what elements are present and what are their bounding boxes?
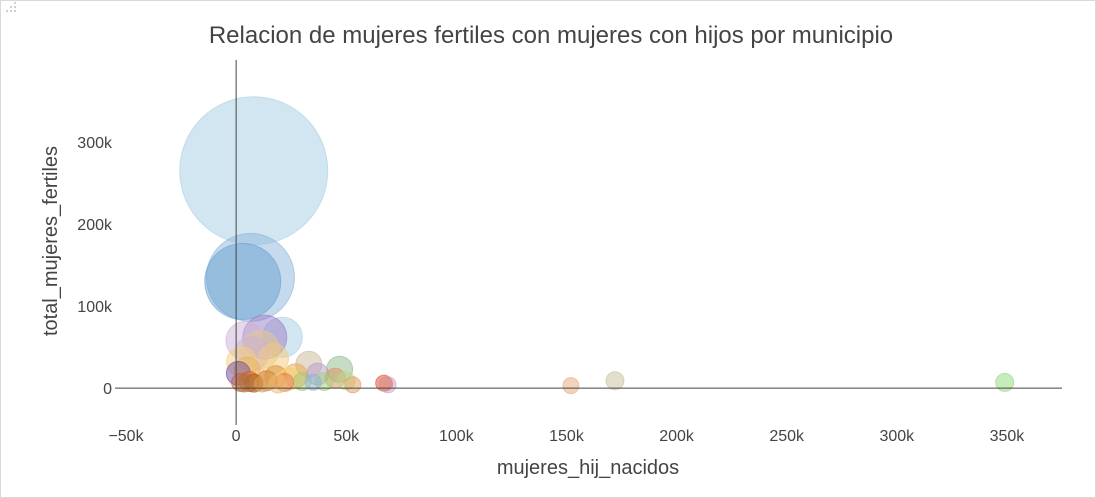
y-tick-label: 200k <box>77 217 113 234</box>
bubble-point[interactable] <box>254 375 272 393</box>
x-tick-label: 50k <box>333 428 360 445</box>
y-tick-label: 100k <box>77 299 113 316</box>
x-tick-label: 150k <box>549 428 585 445</box>
x-tick-label: 300k <box>879 428 915 445</box>
x-tick-label: 0 <box>232 428 241 445</box>
x-tick-label: −50k <box>108 428 144 445</box>
bubble-point[interactable] <box>268 374 288 394</box>
y-tick-label: 0 <box>103 381 112 398</box>
bubble-point[interactable] <box>995 372 1015 392</box>
x-axis-title: mujeres_hij_nacidos <box>497 457 679 479</box>
y-axis-title: total_mujeres_fertiles <box>40 146 62 336</box>
y-tick-label: 300k <box>77 135 113 152</box>
bubble-point[interactable] <box>235 375 253 393</box>
bubble-point[interactable] <box>562 377 580 395</box>
resize-handle-icon[interactable] <box>0 0 18 14</box>
y-tick-labels: 0 100k 200k 300k <box>77 135 113 398</box>
x-tick-label: 200k <box>659 428 695 445</box>
x-tick-label: 250k <box>769 428 805 445</box>
bubble-point[interactable] <box>304 373 322 391</box>
x-tick-label: 350k <box>990 428 1026 445</box>
bubble-point[interactable] <box>204 242 282 320</box>
bubble-point[interactable] <box>378 376 394 392</box>
chart-title: Relacion de mujeres fertiles con mujeres… <box>209 22 893 49</box>
x-tick-label: 100k <box>439 428 475 445</box>
x-tick-labels: −50k 0 50k 100k 150k 200k 250k 300k 350k <box>108 428 1025 445</box>
bubble-point[interactable] <box>344 376 362 394</box>
bubble-point[interactable] <box>179 96 329 246</box>
bubble-point[interactable] <box>605 371 625 391</box>
bubble-layer <box>179 96 1015 395</box>
